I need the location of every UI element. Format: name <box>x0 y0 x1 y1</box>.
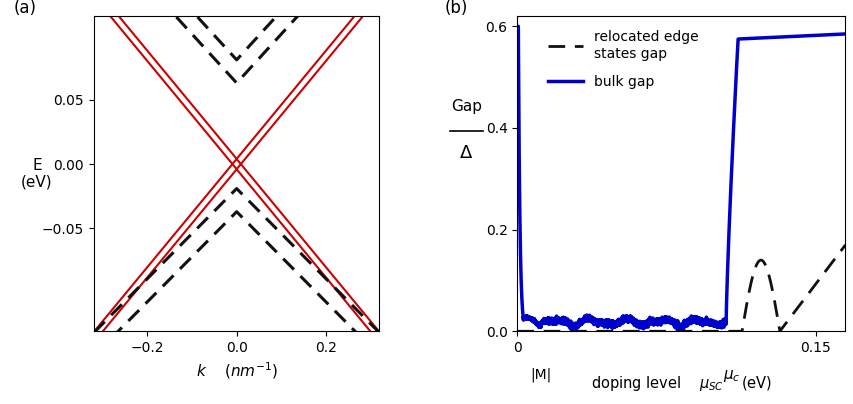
Text: (b): (b) <box>444 0 468 17</box>
Text: (a): (a) <box>14 0 37 17</box>
Text: $\Delta$: $\Delta$ <box>459 144 473 162</box>
Y-axis label: E
(eV): E (eV) <box>21 158 53 190</box>
Legend: relocated edge
states gap, bulk gap: relocated edge states gap, bulk gap <box>543 26 702 93</box>
Text: $\mu_c$: $\mu_c$ <box>722 368 740 383</box>
X-axis label: doping level    $\mu_{SC}$    (eV): doping level $\mu_{SC}$ (eV) <box>590 375 771 393</box>
Text: Gap: Gap <box>450 99 481 114</box>
X-axis label: $k$    $(nm^{-1})$: $k$ $(nm^{-1})$ <box>195 360 277 381</box>
Text: |M|: |M| <box>530 368 551 382</box>
